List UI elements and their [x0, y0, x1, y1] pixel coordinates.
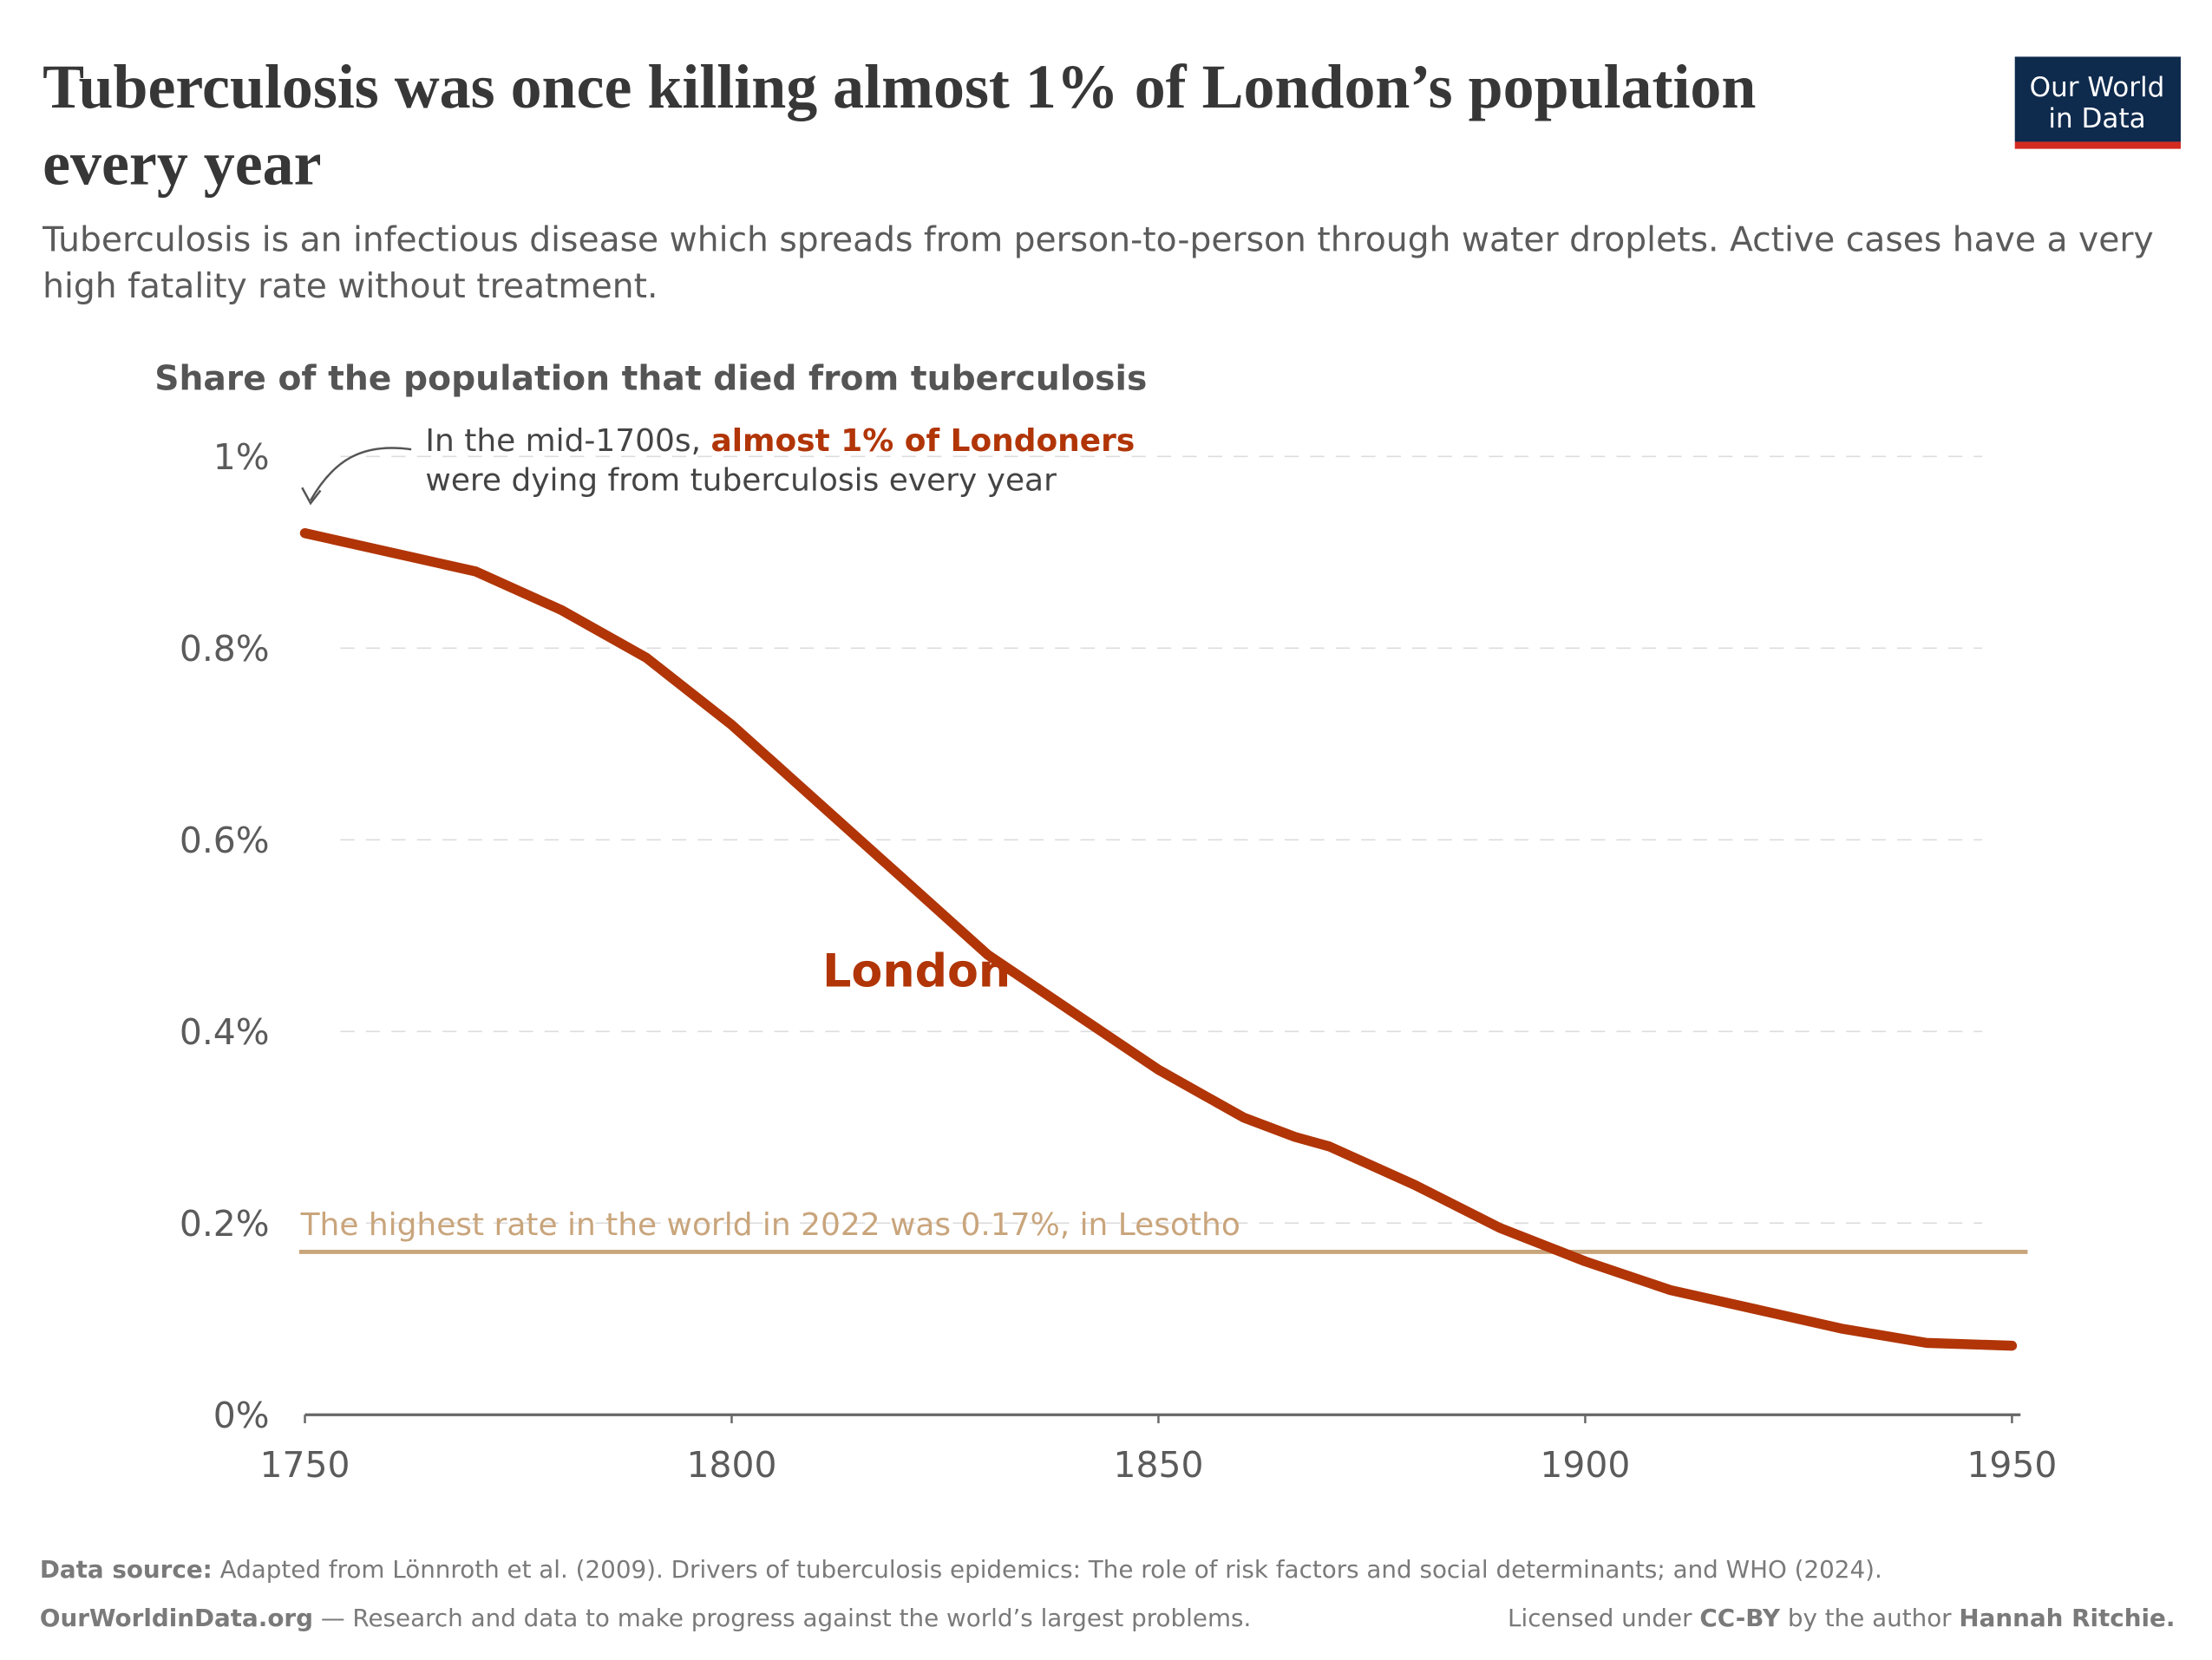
- title: Tuberculosis was once killing almost 1% …: [43, 52, 1756, 121]
- y-axis-title: Share of the population that died from t…: [154, 359, 1147, 398]
- y-tick-label: 0.4%: [180, 1011, 270, 1053]
- plot: 0% 0.2% 0.4% 0.6% 0.8% 1% 1750 1800 1850 1900 1950…: [180, 436, 2058, 1486]
- reference-label: The highest rate in the world in 2022 wa…: [300, 1207, 1240, 1243]
- y-tick-label: 0%: [213, 1395, 270, 1436]
- license: Hannah Ritchie.: [1959, 1604, 2175, 1632]
- license: CC-BY: [1699, 1604, 1781, 1632]
- annotation: were dying from tuberculosis every year: [425, 463, 1057, 499]
- footer-site: OurWorldinData.org — Research and data t…: [40, 1604, 1251, 1632]
- annotation: In the mid-1700s, almost 1% of Londoners: [425, 423, 1135, 459]
- y-tick-label: 0.6%: [180, 820, 270, 861]
- series-label: London: [822, 945, 1011, 998]
- footer-license: Licensed under CC-BY by the author Hanna…: [1508, 1604, 2175, 1632]
- x-tick-label: 1850: [1113, 1444, 1203, 1486]
- annotation-arrowhead: [301, 487, 322, 506]
- x-tick-label: 1950: [1967, 1444, 2057, 1486]
- subtitle: Tuberculosis is an infectious disease wh…: [42, 220, 2154, 259]
- logo-text: Our World: [2030, 72, 2165, 103]
- source-label: Data source:: [40, 1555, 213, 1584]
- annotation-highlight: almost 1% of Londoners: [710, 423, 1135, 459]
- source-text: Adapted from Lönnroth et al. (2009). Dri…: [220, 1555, 1882, 1584]
- logo: Our World in Data: [2014, 56, 2181, 149]
- footer-source: Data source: Adapted from Lönnroth et al…: [40, 1555, 1882, 1584]
- x-tick-label: 1800: [686, 1444, 776, 1486]
- x-tick-label: 1750: [260, 1444, 350, 1486]
- license: by the author: [1788, 1604, 1952, 1632]
- tagline: — Research and data to make progress aga…: [321, 1604, 1251, 1632]
- site: OurWorldinData.org: [40, 1604, 313, 1632]
- subtitle: high fatality rate without treatment.: [43, 267, 658, 306]
- annotation-text: In the mid-1700s,: [425, 423, 710, 459]
- title: every year: [43, 128, 321, 198]
- license: Licensed under: [1508, 1604, 1692, 1632]
- y-tick-label: 0.2%: [180, 1203, 270, 1245]
- annotation-arrow: [309, 447, 412, 501]
- series-line: [299, 528, 2018, 1351]
- y-tick-label: 0.8%: [180, 628, 270, 670]
- x-tick-label: 1900: [1540, 1444, 1630, 1486]
- logo-bar: [2014, 141, 2181, 149]
- y-tick-label: 1%: [213, 436, 270, 478]
- logo-box: [2014, 56, 2181, 142]
- logo-text: in Data: [2048, 103, 2145, 134]
